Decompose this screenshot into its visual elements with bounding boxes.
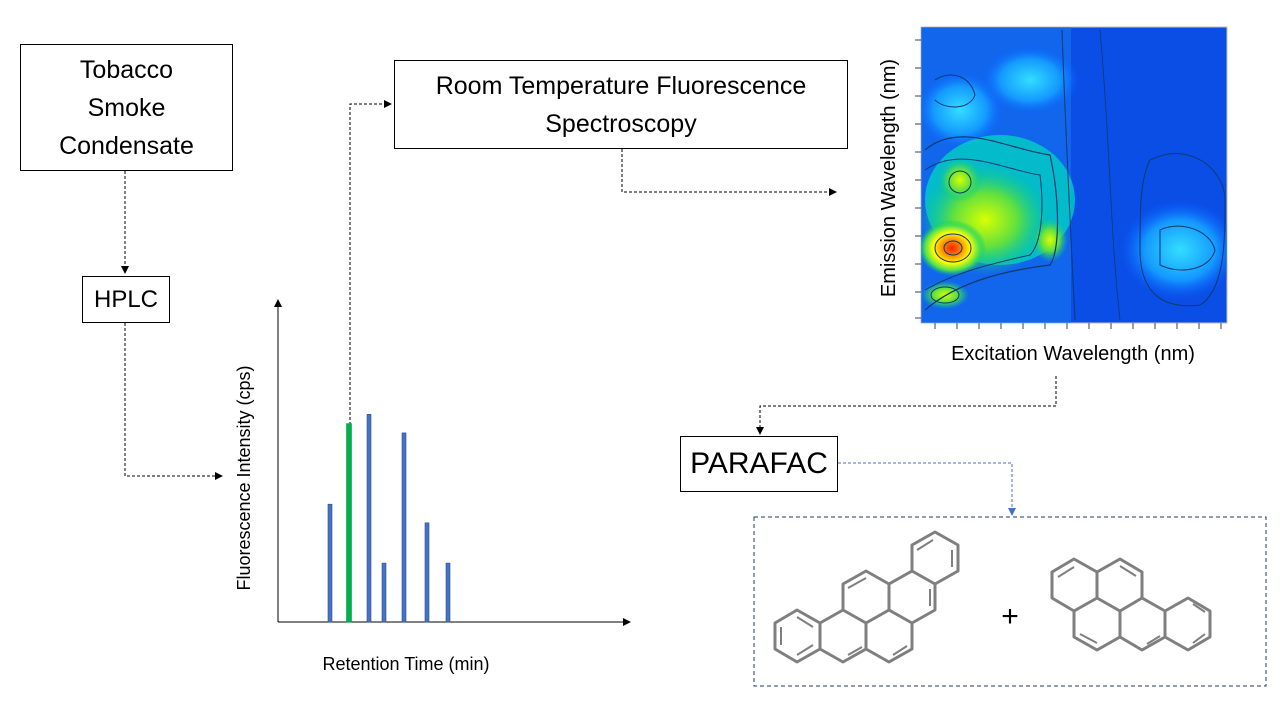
eem-contour-plot: Excitation Wavelength (nm) Emission Wave…: [878, 26, 1228, 365]
eem-x-label: Excitation Wavelength (nm): [951, 343, 1195, 365]
eem-y-label: Emission Wavelength (nm): [878, 59, 900, 297]
chromatogram-peak-highlighted: [346, 423, 352, 623]
arrow-hplc-to-chromatogram: [124, 323, 223, 480]
node-tobacco-smoke-condensate: Tobacco Smoke Condensate: [20, 44, 233, 171]
arrow-parafac-to-molecules: [838, 462, 1016, 516]
chromatogram-y-label: Fluorescence Intensity (cps): [234, 365, 254, 590]
chromatogram-peak: [366, 413, 372, 623]
chromatogram-bars: [327, 413, 451, 623]
arrow-peak-to-rtf: [349, 100, 392, 435]
arrow-rtf-to-eem: [621, 149, 837, 196]
node-hplc: HPLC: [82, 276, 170, 323]
chromatogram-peak: [445, 562, 451, 623]
result-molecules: +: [753, 516, 1267, 687]
node-room-temperature-fluorescence: Room Temperature Fluorescence Spectrosco…: [394, 60, 848, 149]
node-tobacco-label: Tobacco Smoke Condensate: [59, 55, 194, 160]
molecule-right: [1050, 557, 1212, 652]
chromatogram-peak: [424, 522, 430, 623]
chromatogram-peak: [401, 432, 407, 623]
node-parafac: PARAFAC: [680, 436, 838, 492]
plus-sign: +: [1001, 600, 1019, 633]
chromatogram-x-label: Retention Time (min): [322, 654, 489, 674]
chromatogram-peak: [327, 503, 333, 623]
eem-x-ticks: [934, 323, 1222, 329]
chromatogram-peak: [381, 562, 387, 623]
chromatogram: Retention Time (min) Fluorescence Intens…: [234, 299, 631, 674]
node-parafac-label: PARAFAC: [690, 447, 828, 480]
molecule-left: [773, 530, 960, 664]
arrow-eem-to-parafac: [756, 376, 1057, 435]
eem-y-ticks: [915, 39, 921, 319]
molecules-box: [753, 516, 1267, 687]
node-hplc-label: HPLC: [93, 285, 159, 313]
node-rtf-label: Room Temperature Fluorescence Spectrosco…: [435, 71, 807, 138]
